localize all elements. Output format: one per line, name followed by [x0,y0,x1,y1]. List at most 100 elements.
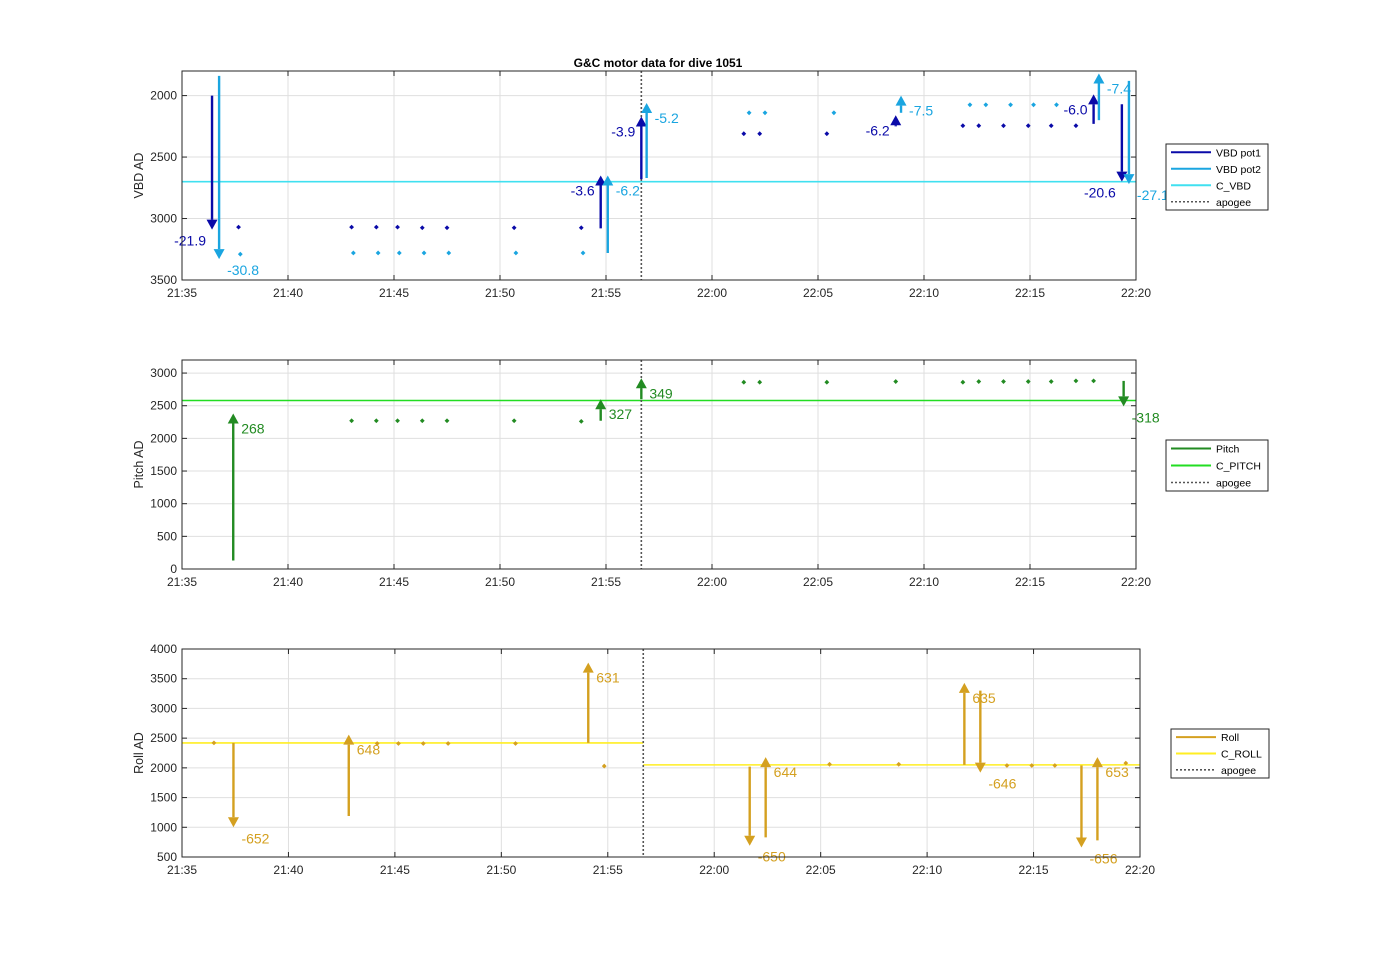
data-point [373,224,379,230]
arrow-label: -318 [1132,409,1160,425]
legend-label: C_VBD [1216,180,1251,192]
arrow-label: -7.5 [909,103,933,119]
data-point [236,224,241,230]
data-point [445,741,451,746]
arrow-label: -27.1 [1137,187,1169,203]
arrow-head [582,662,594,673]
arrow-head [760,757,772,768]
y-tick-label: 2000 [150,761,177,775]
arrow-label: -656 [1089,850,1117,866]
arrow-head [1093,73,1105,84]
x-tick-label: 21:45 [379,575,409,589]
arrow-label: -7.4 [1107,80,1131,96]
data-point [444,225,450,231]
x-tick-label: 22:10 [909,575,939,589]
arrow-label: -3.6 [571,183,595,199]
data-point [511,225,517,231]
arrow-head [227,413,239,424]
arrow-label: 648 [357,742,381,758]
data-point [421,250,427,256]
arrow-head [1088,94,1100,105]
x-tick-label: 22:05 [803,286,833,300]
arrow-label: 635 [972,690,996,706]
arrow-head [213,249,225,260]
arrow-label: -6.2 [616,183,640,199]
data-point [983,102,989,108]
data-point [1048,123,1054,129]
legend-label: Pitch [1216,444,1240,456]
x-tick-label: 21:40 [273,575,303,589]
arrow-label: -646 [988,776,1016,792]
arrow-head [635,116,647,127]
y-tick-label: 1000 [150,820,177,834]
x-tick-label: 21:55 [591,286,621,300]
data-point [976,123,982,129]
y-axis-label: Roll AD [132,732,146,774]
data-point [1025,123,1031,129]
axes-box [181,70,1137,281]
y-tick-label: 3500 [150,672,177,686]
x-tick-label: 21:55 [593,863,623,877]
data-point [1052,763,1058,768]
x-tick-label: 21:45 [379,286,409,300]
data-point [960,123,966,129]
x-tick-label: 21:40 [273,863,303,877]
y-tick-label: 4000 [150,642,177,656]
x-tick-label: 22:20 [1121,286,1151,300]
axes-box [181,648,1141,858]
x-tick-label: 21:35 [167,863,197,877]
x-tick-label: 21:55 [591,575,621,589]
data-point [1001,123,1006,129]
plot-area [182,71,1136,280]
data-point [578,418,584,424]
data-point [350,250,356,256]
x-tick-label: 22:00 [697,575,727,589]
arrow-head [227,817,239,828]
data-point [1091,378,1096,384]
panels: 21:35 21:40 21:45 21:50 21:55 22:00 22:05 22:10… [132,70,1270,877]
data-point [757,379,763,385]
data-point [824,131,830,137]
arrow-label: -6.2 [866,122,890,138]
arrow-head [958,682,970,693]
y-tick-label: 2000 [150,89,177,103]
arrow-head [895,95,907,106]
arrow-head [1075,837,1087,848]
data-point [1054,102,1059,108]
data-point [1004,763,1010,768]
arrow-label: -21.9 [174,233,206,249]
arrow-label: -5.2 [655,110,679,126]
x-tick-label: 22:05 [806,863,836,877]
y-tick-label: 3000 [150,366,177,380]
data-point [1123,760,1129,766]
data-point [831,110,837,116]
x-tick-label: 21:40 [273,286,303,300]
arrow-head [206,219,218,230]
arrow-head [641,102,653,113]
arrow-label: -652 [241,830,269,846]
data-point [967,102,973,108]
x-tick-label: 22:20 [1121,575,1151,589]
data-point [580,250,586,256]
y-tick-label: 3000 [150,701,177,715]
data-point [601,763,607,769]
data-point [349,224,354,230]
data-point [446,250,452,256]
data-point [1048,379,1054,384]
data-point [1001,379,1006,384]
y-axis-label: Pitch AD [132,441,146,489]
arrow-head [1123,174,1135,185]
data-point [444,418,450,424]
arrow-label: -6.0 [1063,101,1087,117]
data-point [1029,763,1035,768]
data-point [1031,102,1036,108]
arrow-head [890,115,902,126]
legend-label: apogee [1221,765,1256,777]
data-point [578,225,584,231]
data-point [1073,123,1079,129]
data-point [396,250,402,256]
arrow-head [974,762,986,773]
x-tick-label: 22:00 [699,863,729,877]
